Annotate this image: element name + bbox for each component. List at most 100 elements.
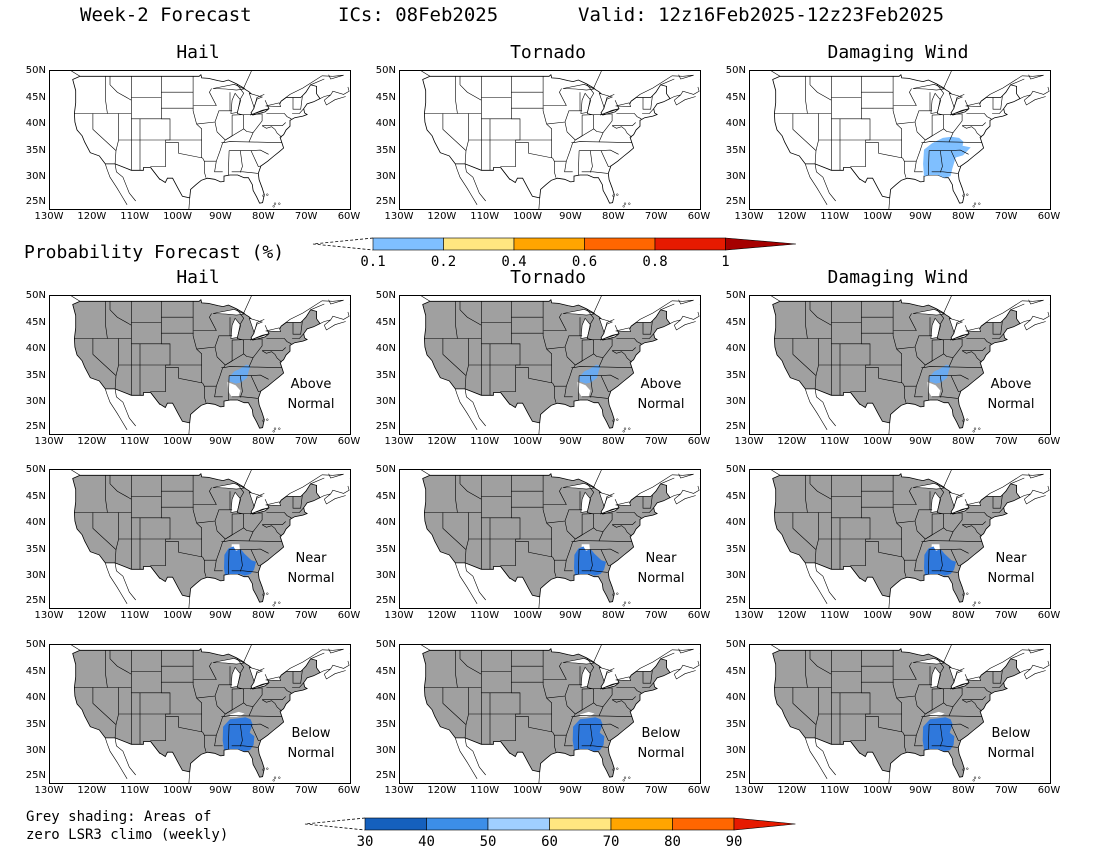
lat-label: 50N: [375, 65, 396, 76]
state-boundary: [865, 541, 903, 558]
state-boundary: [940, 375, 943, 398]
colorbar-upper-extension: [733, 817, 796, 831]
state-boundary: [554, 734, 573, 747]
great-lake: [265, 676, 282, 681]
coastline: [264, 325, 268, 332]
state-boundary: [236, 657, 245, 690]
state-boundary: [916, 367, 923, 387]
lat-label: 40N: [25, 343, 46, 355]
lon-label: 120W: [77, 211, 107, 222]
lon-label: 120W: [77, 610, 107, 621]
state-boundary: [554, 160, 573, 173]
coastline: [538, 596, 540, 608]
state-boundary: [928, 724, 930, 750]
state-boundary: [590, 724, 593, 747]
lon-label: 110W: [820, 785, 850, 796]
state-boundary: [204, 734, 223, 747]
state-boundary: [950, 549, 961, 566]
coastline: [1010, 477, 1025, 485]
island: [972, 205, 975, 208]
lon-label: 120W: [777, 785, 807, 796]
state-boundary: [616, 687, 642, 694]
island: [966, 193, 969, 196]
state-boundary: [805, 475, 808, 513]
state-boundary: [940, 724, 943, 747]
lat-label: 35N: [725, 718, 746, 730]
island: [966, 418, 969, 421]
state-boundary: [262, 521, 286, 526]
state-boundary: [109, 76, 132, 101]
coastline: [310, 652, 325, 660]
state-boundary: [642, 682, 654, 688]
lat-label: 40N: [25, 692, 46, 704]
state-boundary: [231, 171, 258, 174]
state-boundary: [165, 367, 203, 384]
state-boundary: [292, 95, 303, 110]
coastline: [253, 94, 265, 109]
state-boundary: [442, 512, 467, 550]
lon-label: 110W: [470, 785, 500, 796]
coastline: [1028, 299, 1044, 305]
coastline: [464, 388, 486, 427]
state-boundary: [216, 142, 223, 162]
coastline: [455, 163, 478, 205]
lon-label: 70W: [994, 610, 1018, 621]
state-boundary: [904, 385, 923, 398]
great-lake: [212, 657, 246, 665]
category-label-line2: Normal: [987, 397, 1035, 412]
coastline: [673, 493, 696, 505]
coastline: [850, 167, 861, 180]
coastline: [593, 645, 602, 663]
state-boundary: [552, 382, 557, 403]
state-boundary: [221, 366, 282, 368]
state-boundary: [223, 364, 226, 368]
colorbar-tick-label: 0.8: [642, 254, 667, 270]
coastline: [188, 771, 190, 783]
state-boundary: [225, 527, 244, 540]
island: [966, 767, 969, 770]
coastline: [771, 645, 781, 651]
coastline: [455, 562, 478, 604]
lat-label: 40N: [375, 343, 396, 355]
lon-label: 120W: [427, 610, 457, 621]
island: [972, 430, 975, 433]
island: [272, 779, 275, 782]
coastline: [805, 737, 828, 779]
state-boundary: [916, 716, 923, 736]
state-boundary: [902, 382, 907, 403]
lat-label: 30N: [725, 570, 746, 582]
great-lake: [965, 327, 982, 332]
coastline: [673, 94, 696, 106]
category-label: Above Normal: [616, 375, 706, 415]
coastline: [964, 100, 968, 107]
coastline: [71, 296, 81, 302]
coastline: [264, 499, 268, 506]
state-boundary: [598, 706, 604, 717]
island: [266, 767, 269, 770]
state-boundary: [292, 682, 304, 688]
state-boundary: [114, 338, 119, 389]
lon-label: 100W: [513, 436, 543, 447]
lon-label: 80W: [601, 436, 625, 447]
state-boundary: [962, 696, 986, 701]
state-boundary: [581, 570, 608, 573]
coastline: [943, 645, 952, 663]
grey-shading-note-line2: zero LSR3 climo (weekly): [26, 827, 229, 843]
great-lake: [599, 333, 620, 341]
state-boundary: [904, 559, 923, 572]
lon-label: 100W: [163, 785, 193, 796]
state-boundary: [923, 364, 926, 368]
state-boundary: [202, 731, 207, 752]
state-boundary: [809, 76, 832, 101]
lon-label: 80W: [601, 211, 625, 222]
category-label-line1: Above: [290, 377, 332, 392]
category-label-line1: Near: [995, 551, 1027, 566]
state-boundary: [936, 657, 945, 690]
lon-label: 100W: [163, 436, 193, 447]
state-boundary: [250, 549, 261, 566]
great-lake: [212, 308, 246, 316]
great-lake: [249, 108, 270, 116]
state-boundary: [573, 139, 576, 143]
coastline: [500, 392, 511, 405]
state-boundary: [236, 482, 245, 515]
